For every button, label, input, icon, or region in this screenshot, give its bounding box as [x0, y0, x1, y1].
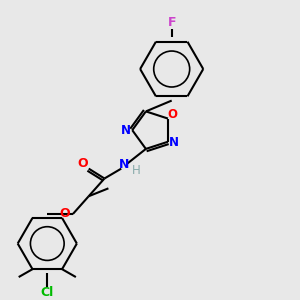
Text: N: N [119, 158, 129, 171]
Text: N: N [121, 124, 131, 136]
Text: Cl: Cl [41, 286, 54, 299]
Text: H: H [132, 164, 140, 177]
Text: O: O [60, 208, 70, 220]
Text: O: O [168, 108, 178, 121]
Text: F: F [167, 16, 176, 29]
Text: O: O [77, 157, 88, 170]
Text: N: N [169, 136, 179, 149]
